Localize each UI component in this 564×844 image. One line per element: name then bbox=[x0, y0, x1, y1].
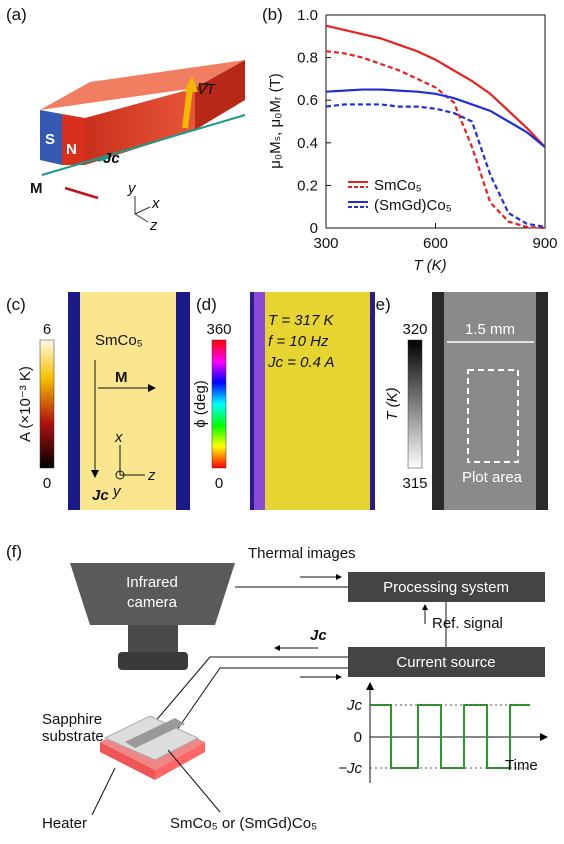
wave-label: Jc bbox=[346, 697, 363, 714]
y-tick-label: 0.6 bbox=[297, 92, 318, 109]
axis-label: z bbox=[149, 217, 158, 234]
flow-label: Thermal images bbox=[248, 545, 356, 562]
region-label: Plot area bbox=[462, 469, 523, 486]
x-axis-label: T (K) bbox=[413, 257, 446, 274]
camera-label: Infrared bbox=[126, 574, 178, 591]
panel-a: ∇T S N M Jc y x z bbox=[30, 60, 245, 234]
panel-label: (a) bbox=[6, 5, 27, 24]
y-axis-label: μ₀Mₛ, μ₀Mᵣ (T) bbox=[267, 73, 284, 169]
y-tick-label: 0.4 bbox=[297, 135, 318, 152]
figure: (a) (b) (c) (d) (e) (f) ∇T S N M Jc y x … bbox=[0, 0, 564, 839]
legend-label: SmCo₅ bbox=[374, 177, 422, 194]
chart: T (K) μ₀Mₛ, μ₀Mᵣ (T) 00.20.40.60.81.0300… bbox=[267, 7, 558, 274]
saturation-line bbox=[326, 90, 545, 148]
pole-label: S bbox=[45, 131, 55, 148]
x-tick-label: 900 bbox=[532, 235, 557, 252]
scale-label: 1.5 mm bbox=[465, 321, 515, 338]
colorbar-tick: 320 bbox=[402, 321, 427, 338]
current-label: Jc bbox=[92, 487, 109, 504]
panel-label: (f) bbox=[6, 542, 22, 561]
colorbar-label: A (×10⁻³ K) bbox=[17, 366, 34, 442]
callout-label: SmCo₅ or (SmGd)Co₅ bbox=[170, 815, 317, 832]
panel-label: (b) bbox=[262, 5, 283, 24]
panel-e: 320 315 T (K) 1.5 mm Plot area bbox=[384, 292, 548, 510]
axis-label: z bbox=[147, 467, 156, 484]
wave-label: −Jc bbox=[338, 760, 362, 777]
callout-label: substrate bbox=[42, 728, 104, 745]
box-label: Current source bbox=[396, 654, 495, 671]
y-tick-label: 0.2 bbox=[297, 177, 318, 194]
panel-c: 6 0 A (×10⁻³ K) SmCo₅ M Jc x z y bbox=[17, 292, 190, 510]
camera-label: camera bbox=[127, 594, 178, 611]
colorbar-tick: 0 bbox=[43, 475, 51, 492]
colorbar-label: T (K) bbox=[384, 387, 401, 420]
box-label: Processing system bbox=[383, 579, 509, 596]
condition: Jc = 0.4 A bbox=[267, 354, 335, 371]
axis-label: x bbox=[114, 429, 123, 446]
pole-label: N bbox=[66, 141, 77, 158]
magnetization-label: M bbox=[115, 369, 128, 386]
callout-label: Sapphire bbox=[42, 711, 102, 728]
colorbar-label: ϕ (deg) bbox=[192, 380, 209, 428]
axis-label: x bbox=[151, 195, 160, 212]
x-tick-label: 300 bbox=[313, 235, 338, 252]
y-tick-label: 1.0 bbox=[297, 7, 318, 24]
x-tick-label: 600 bbox=[423, 235, 448, 252]
panel-f: Infrared camera Processing system Curren… bbox=[42, 545, 548, 832]
wave-label: Time bbox=[505, 757, 538, 774]
colorbar-tick: 6 bbox=[43, 321, 51, 338]
panel-label: (c) bbox=[6, 295, 26, 314]
colorbar-tick: 315 bbox=[402, 475, 427, 492]
panel-label: (d) bbox=[196, 295, 217, 314]
legend-label: (SmGd)Co₅ bbox=[374, 197, 452, 214]
wave-label: 0 bbox=[354, 729, 362, 746]
axis-label: y bbox=[127, 180, 137, 197]
current-label: Jc bbox=[103, 150, 120, 167]
condition: f = 10 Hz bbox=[268, 333, 329, 350]
flow-label: Jc bbox=[310, 627, 327, 644]
condition: T = 317 K bbox=[268, 312, 334, 329]
colorbar-tick: 360 bbox=[206, 321, 231, 338]
magnetization-label: M bbox=[30, 180, 43, 197]
gradient-label: ∇T bbox=[196, 81, 217, 98]
panel-d: 360 0 ϕ (deg) T = 317 K f = 10 Hz Jc = 0… bbox=[192, 292, 375, 510]
colorbar-tick: 0 bbox=[215, 475, 223, 492]
y-tick-label: 0.8 bbox=[297, 50, 318, 67]
flow-label: Ref. signal bbox=[432, 615, 503, 632]
sample-label: SmCo₅ bbox=[95, 332, 143, 349]
callout-label: Heater bbox=[42, 815, 87, 832]
